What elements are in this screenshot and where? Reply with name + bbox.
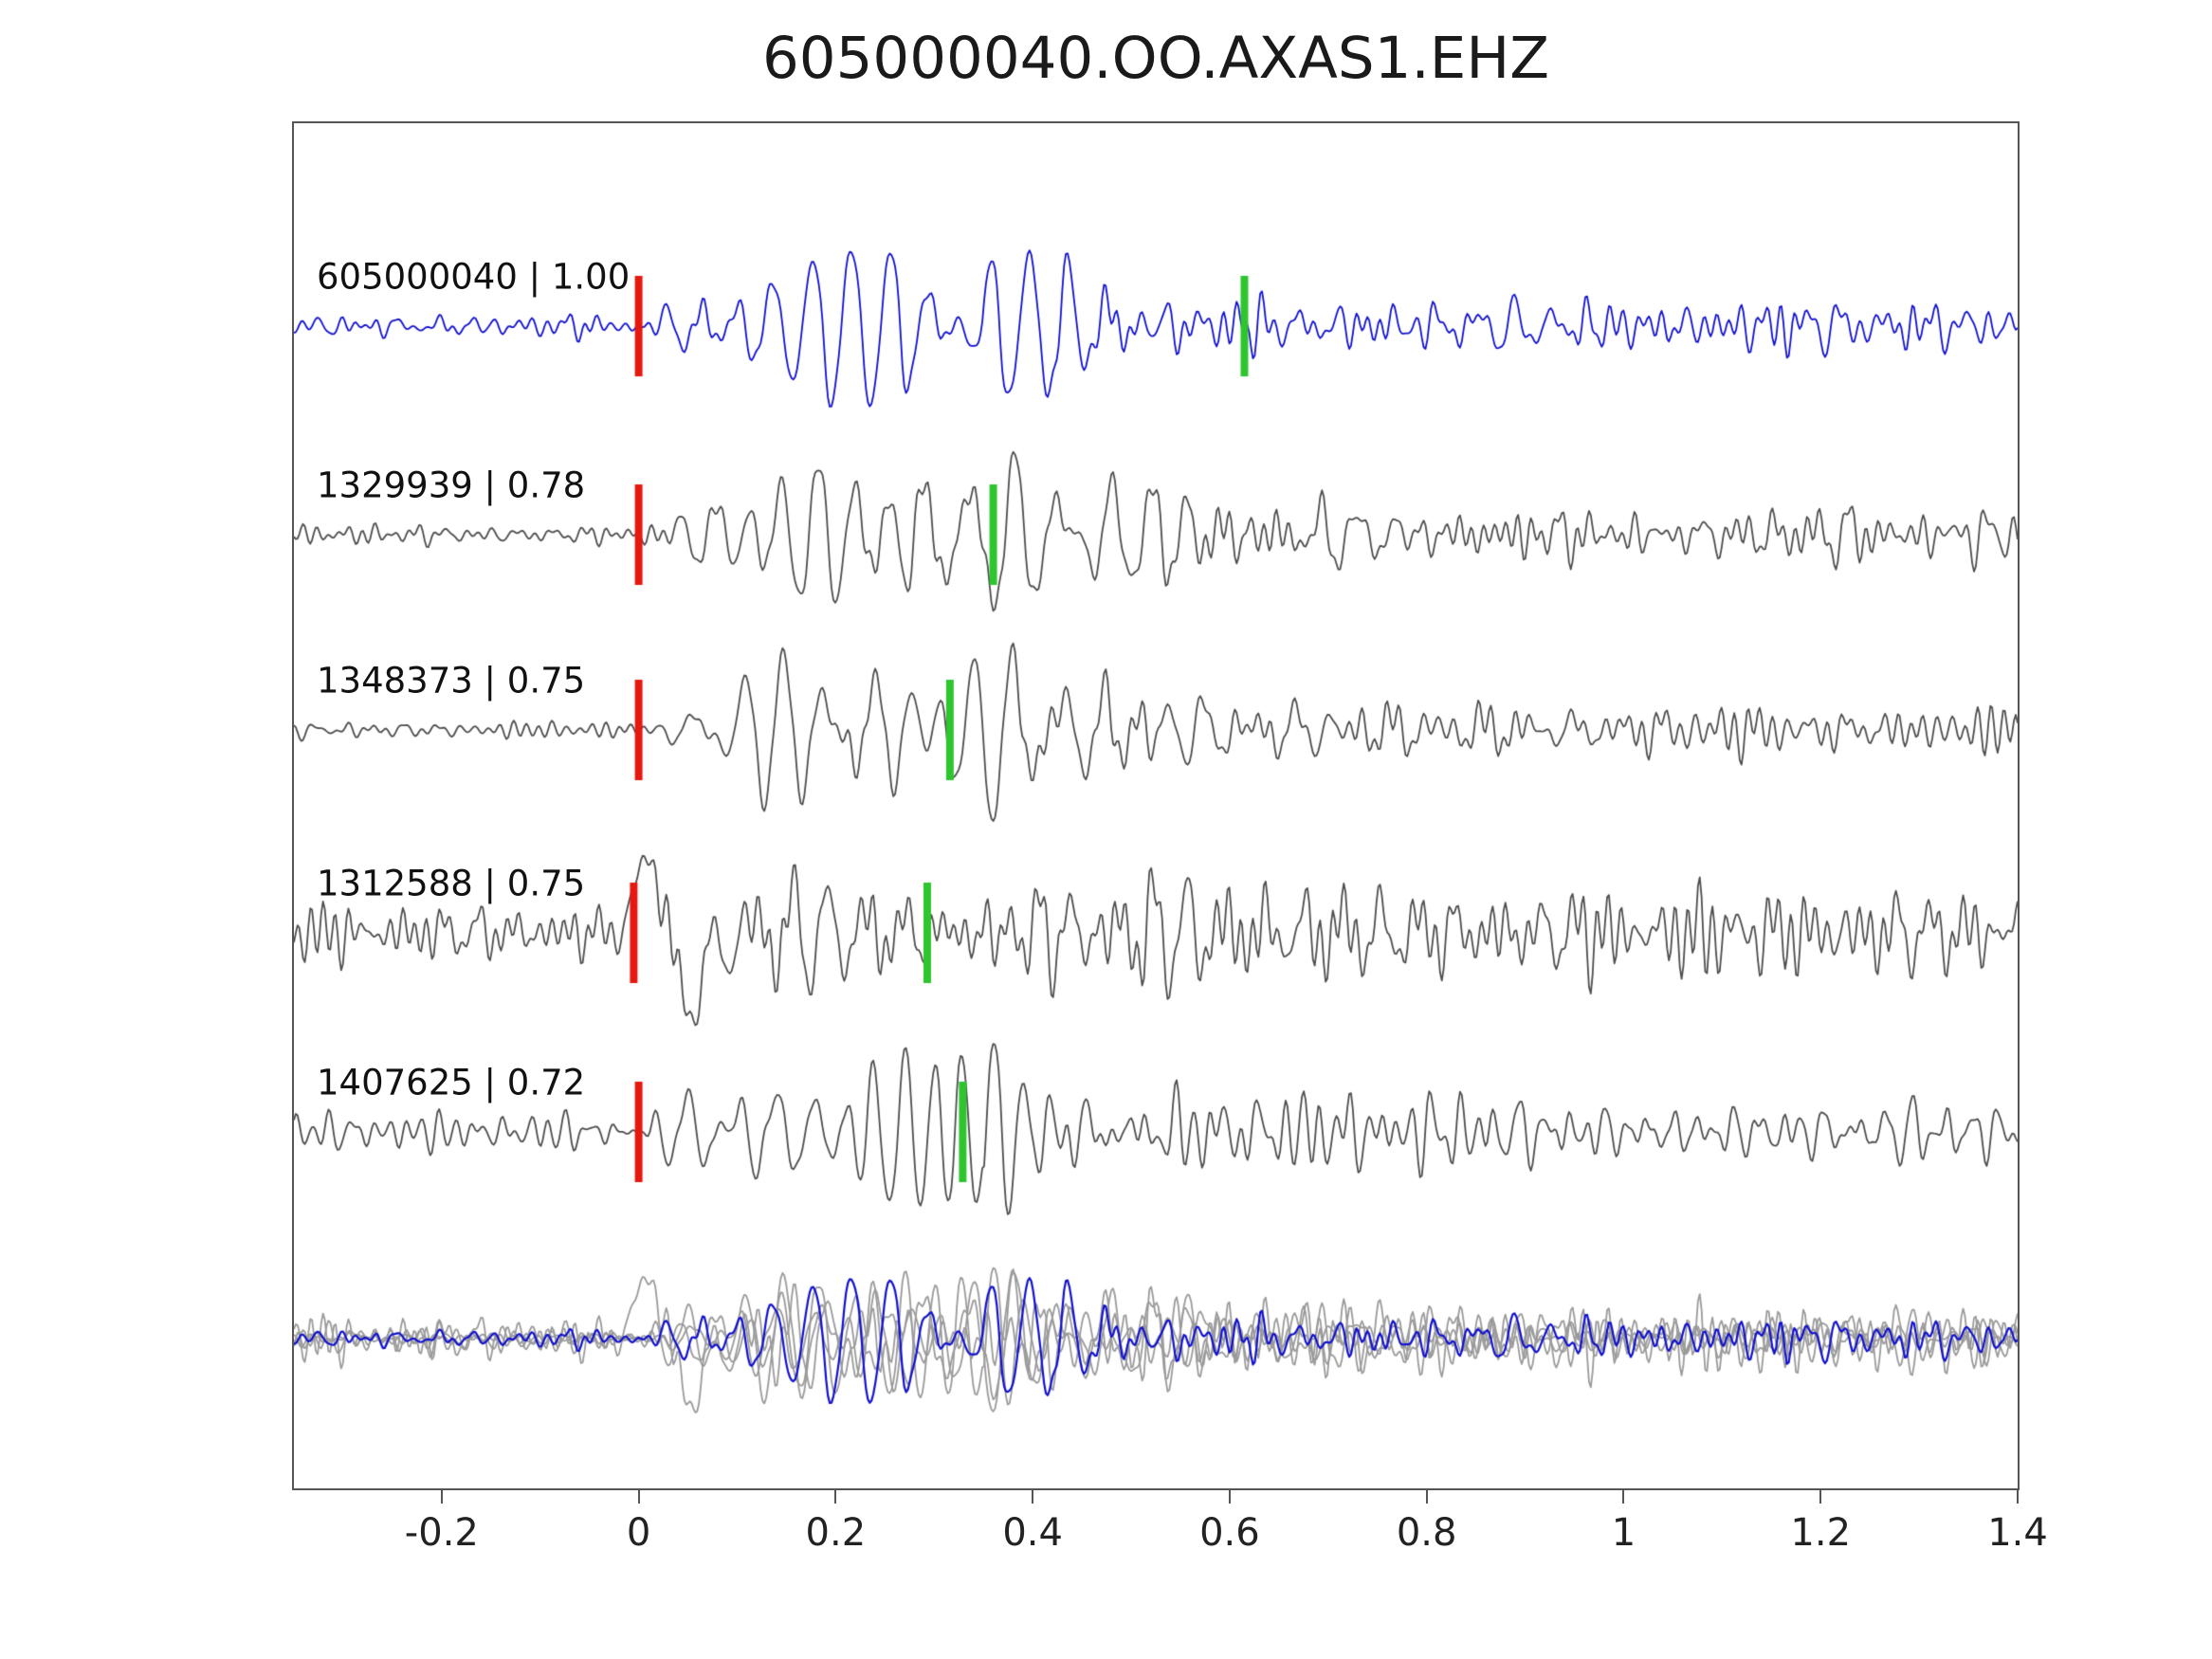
x-tick-label: 0.2 [805, 1511, 867, 1555]
plot-title: 605000040.OO.AXAS1.EHZ [762, 25, 1549, 92]
x-tick-label: 0.8 [1396, 1511, 1457, 1555]
x-tick-label: 0.6 [1199, 1511, 1260, 1555]
x-tick-mark [1228, 1490, 1231, 1504]
x-tick-mark [1819, 1490, 1822, 1504]
x-tick-label: 0.4 [1002, 1511, 1063, 1555]
x-tick-mark [637, 1490, 640, 1504]
x-tick-mark [2017, 1490, 2019, 1504]
x-tick-mark [1622, 1490, 1625, 1504]
x-tick-mark [440, 1490, 443, 1504]
x-tick-label: -0.2 [404, 1511, 479, 1555]
x-tick-label: 1.4 [1987, 1511, 2048, 1555]
plot-area: 605000040 | 1.00 1329939 | 0.78 1348373 | … [292, 121, 2020, 1490]
x-tick-mark [834, 1490, 837, 1504]
x-tick-mark [1032, 1490, 1034, 1504]
x-tick-label: 0 [626, 1511, 651, 1555]
waveform-canvas [294, 123, 2018, 1488]
x-tick-mark [1425, 1490, 1428, 1504]
x-tick-label: 1 [1611, 1511, 1636, 1555]
x-tick-label: 1.2 [1790, 1511, 1852, 1555]
